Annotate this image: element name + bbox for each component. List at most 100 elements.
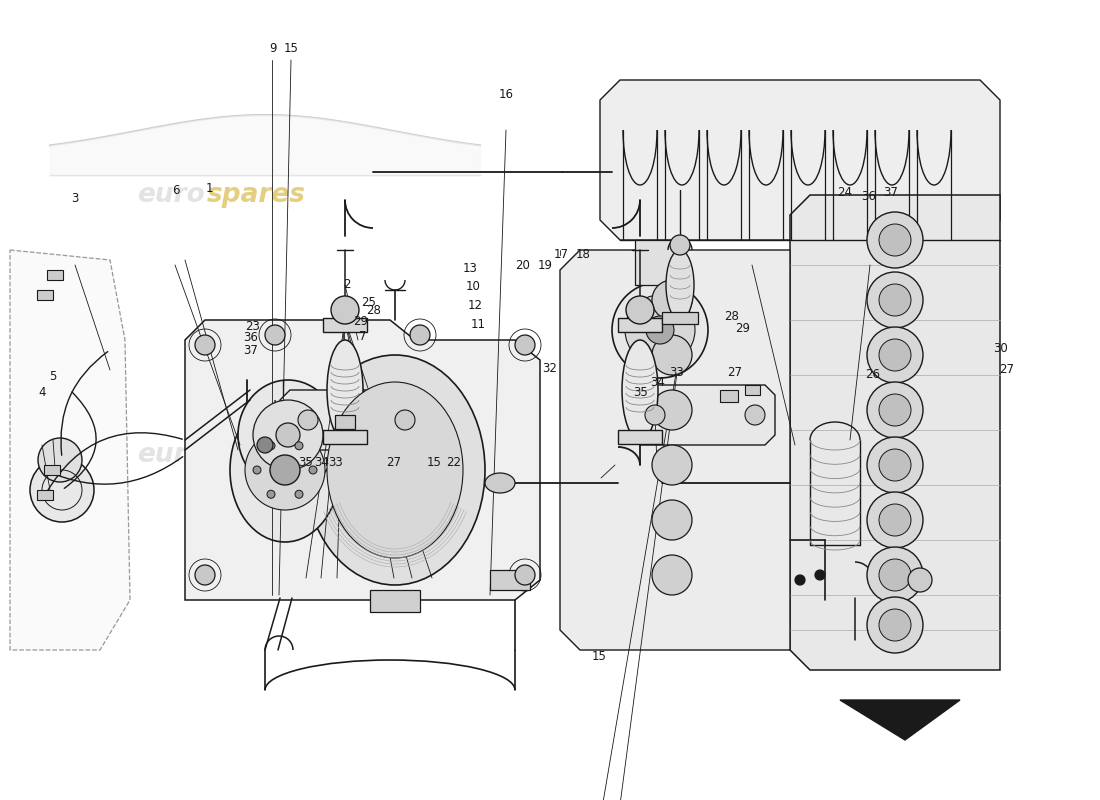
Circle shape	[867, 547, 923, 603]
Circle shape	[276, 423, 300, 447]
Text: euro: euro	[682, 442, 750, 468]
Text: 27: 27	[386, 456, 402, 469]
Text: 35: 35	[298, 456, 314, 469]
Bar	[720, 390, 738, 402]
Circle shape	[879, 449, 911, 481]
Text: spares: spares	[207, 182, 306, 208]
Polygon shape	[280, 390, 430, 450]
Circle shape	[652, 335, 692, 375]
Circle shape	[652, 555, 692, 595]
Text: 4: 4	[39, 386, 45, 398]
Polygon shape	[10, 250, 130, 650]
Bar	[370, 590, 420, 612]
Circle shape	[295, 490, 302, 498]
Circle shape	[195, 565, 214, 585]
Text: 30: 30	[993, 342, 1009, 354]
Circle shape	[867, 212, 923, 268]
Text: 28: 28	[724, 310, 739, 322]
Text: 6: 6	[173, 184, 179, 197]
Text: spares: spares	[752, 182, 851, 208]
Circle shape	[253, 466, 261, 474]
Text: 36: 36	[243, 331, 258, 344]
Circle shape	[867, 272, 923, 328]
Text: 33: 33	[669, 366, 684, 378]
Bar	[37, 490, 53, 500]
Text: 18: 18	[575, 248, 591, 261]
Circle shape	[867, 437, 923, 493]
Circle shape	[652, 390, 692, 430]
Text: 16: 16	[498, 88, 514, 101]
Circle shape	[879, 339, 911, 371]
Bar	[618, 318, 662, 332]
Text: euro: euro	[138, 182, 205, 208]
Text: euro: euro	[138, 442, 205, 468]
Text: 1: 1	[206, 182, 212, 194]
Ellipse shape	[612, 282, 708, 378]
Ellipse shape	[327, 340, 363, 440]
Text: 12: 12	[468, 299, 483, 312]
Circle shape	[270, 455, 300, 485]
Ellipse shape	[30, 458, 94, 522]
Circle shape	[267, 442, 275, 450]
Circle shape	[195, 335, 214, 355]
Text: euro: euro	[682, 182, 750, 208]
Circle shape	[867, 492, 923, 548]
Circle shape	[298, 410, 318, 430]
Circle shape	[253, 400, 323, 470]
Ellipse shape	[327, 382, 463, 558]
Ellipse shape	[908, 568, 932, 592]
Bar	[336, 415, 355, 429]
Circle shape	[309, 466, 317, 474]
Circle shape	[245, 430, 324, 510]
Circle shape	[867, 327, 923, 383]
Ellipse shape	[646, 316, 674, 344]
Text: 15: 15	[592, 650, 607, 662]
Polygon shape	[560, 250, 790, 650]
Circle shape	[879, 224, 911, 256]
Ellipse shape	[331, 296, 359, 324]
Text: spares: spares	[752, 442, 851, 468]
Ellipse shape	[305, 355, 485, 585]
Text: 10: 10	[465, 280, 481, 293]
Circle shape	[867, 382, 923, 438]
Text: 11: 11	[471, 318, 486, 330]
Circle shape	[879, 284, 911, 316]
Text: 7: 7	[360, 330, 366, 342]
Text: 2: 2	[343, 278, 350, 290]
Polygon shape	[790, 195, 1000, 670]
Polygon shape	[630, 385, 776, 445]
Text: 29: 29	[353, 315, 369, 328]
Bar	[662, 312, 698, 324]
Circle shape	[879, 609, 911, 641]
Circle shape	[652, 280, 692, 320]
Ellipse shape	[666, 250, 694, 320]
Text: 34: 34	[314, 456, 329, 469]
Text: 13: 13	[462, 262, 477, 274]
Circle shape	[515, 335, 535, 355]
Text: 37: 37	[243, 344, 258, 357]
Text: 33: 33	[328, 456, 343, 469]
Text: 26: 26	[865, 368, 880, 381]
Circle shape	[257, 437, 273, 453]
Polygon shape	[840, 700, 960, 740]
Text: 27: 27	[999, 363, 1014, 376]
Text: 32: 32	[542, 362, 558, 374]
Circle shape	[645, 405, 665, 425]
Ellipse shape	[625, 295, 695, 365]
Text: spares: spares	[207, 442, 306, 468]
Bar	[323, 430, 367, 444]
Circle shape	[395, 410, 415, 430]
Text: 37: 37	[883, 186, 899, 198]
Ellipse shape	[626, 296, 654, 324]
Circle shape	[265, 325, 285, 345]
Text: 3: 3	[72, 192, 78, 205]
Text: 34: 34	[650, 376, 666, 389]
Polygon shape	[600, 80, 1000, 240]
Text: 15: 15	[427, 456, 442, 469]
Text: 15: 15	[284, 42, 299, 54]
Text: 5: 5	[50, 370, 56, 382]
Text: 29: 29	[735, 322, 750, 334]
Ellipse shape	[39, 438, 82, 482]
Circle shape	[745, 405, 764, 425]
Circle shape	[879, 559, 911, 591]
